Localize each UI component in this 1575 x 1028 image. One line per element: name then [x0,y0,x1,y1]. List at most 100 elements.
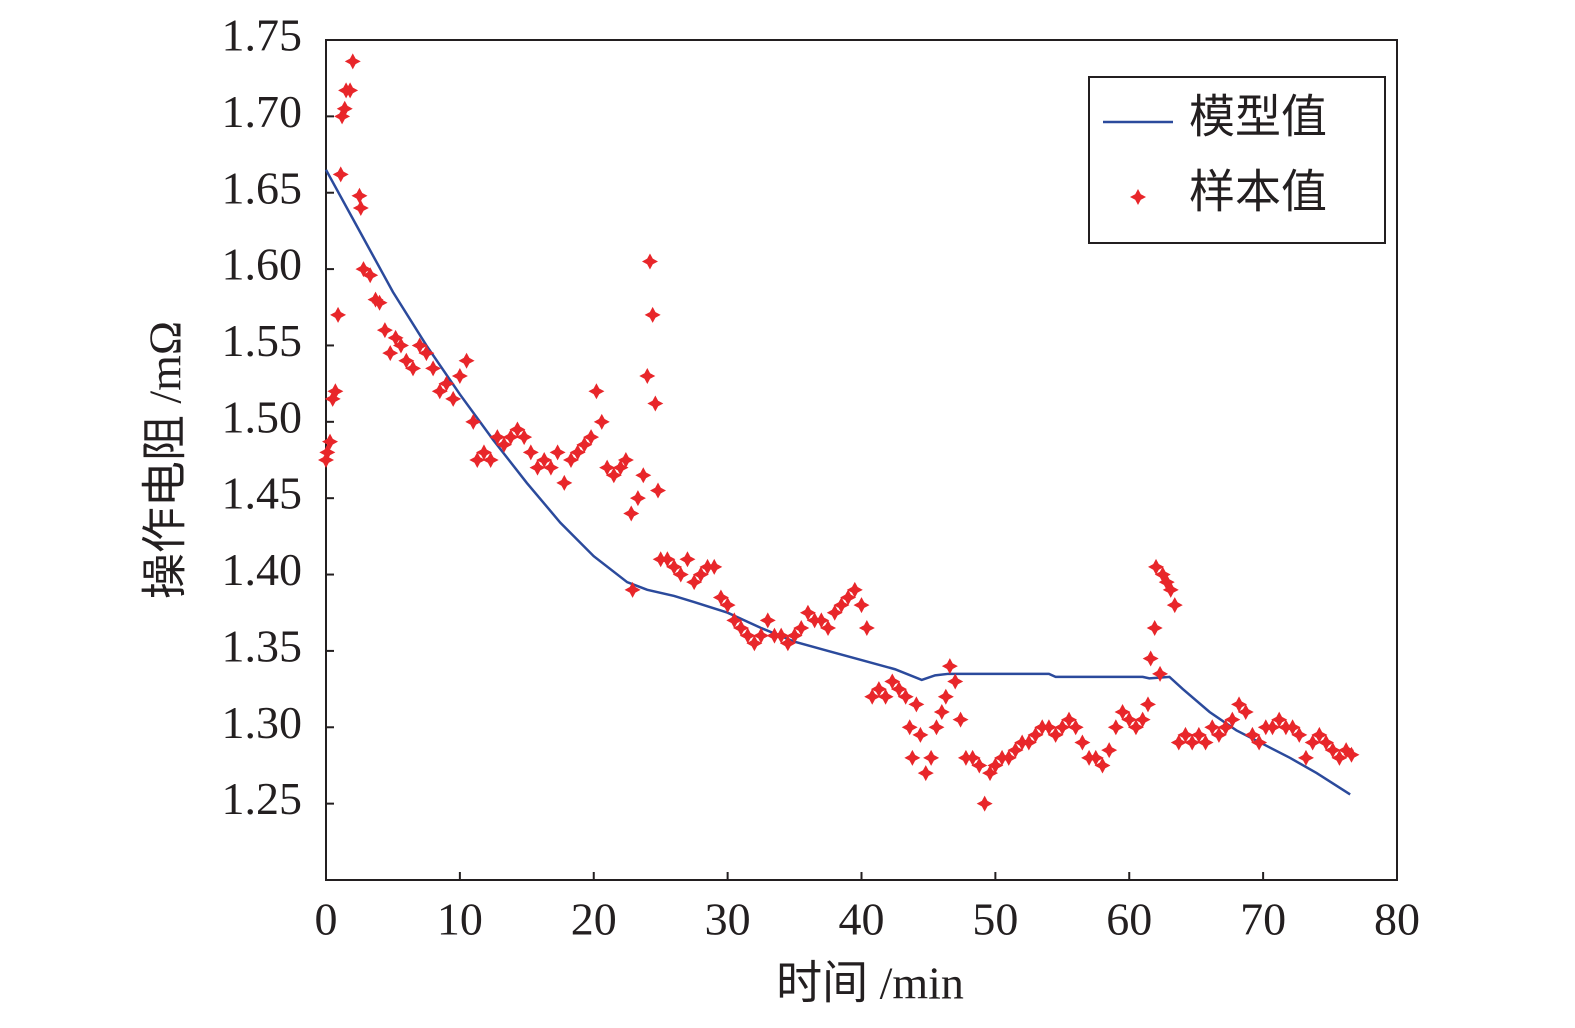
sample-point [617,452,634,468]
sample-point [1142,650,1159,667]
sample-point [376,322,393,339]
sample-point [706,558,723,575]
sample-point [583,429,600,446]
sample-point [382,345,399,362]
sample-point [901,719,918,736]
sample-point [644,306,661,323]
sample-point [522,444,539,461]
sample-point [465,413,482,430]
legend-label: 样本值 [1189,167,1327,218]
sample-point [1224,711,1241,728]
sample-point [1264,719,1281,736]
sample-point [650,482,667,499]
sample-point [496,436,513,453]
sample-point [355,261,372,278]
sample-point [1331,749,1348,766]
sample-point [327,383,344,400]
sample-point [840,589,857,606]
sample-point [502,429,519,446]
sample-point [623,505,640,522]
x-tick-label: 20 [571,894,617,945]
y-tick-label: 1.65 [222,162,303,213]
sample-point [1152,665,1169,682]
sample-point [387,329,404,346]
sample-point [1284,719,1301,736]
sample-point [947,673,964,690]
sample-point [937,688,954,705]
sample-point [1158,574,1175,591]
sample-point [641,253,658,270]
sample-point [1177,726,1194,743]
legend-label: 模型值 [1189,92,1327,143]
sample-point [692,566,709,583]
sample-point [1094,757,1111,774]
sample-point [324,390,341,407]
sample-point [1040,719,1057,736]
sample-point [367,291,384,308]
sample-point [1204,719,1221,736]
sample-point [542,459,559,476]
y-tick-label: 1.25 [222,773,303,824]
sample-point [635,467,652,484]
sample-point [908,696,925,713]
sample-point [853,597,870,614]
sample-point [599,459,616,476]
legend-box [1088,76,1386,244]
sample-point [1311,726,1328,743]
sample-point [833,597,850,614]
sample-point [897,688,914,705]
sample-point [1324,742,1341,759]
sample-point [1244,726,1261,743]
sample-point [1197,734,1214,751]
sample-point [334,108,351,125]
sample-point [933,704,950,720]
sample-point [451,368,468,384]
sample-point [1000,749,1017,766]
sample-point [344,53,361,70]
sample-point [639,368,656,384]
sample-point [672,566,689,583]
sample-point [890,681,907,698]
sample-point [371,294,388,311]
sample-point [753,627,770,644]
sample-point [1020,734,1037,751]
sample-point [820,620,837,636]
sample-point [536,452,553,468]
y-tick-label: 1.45 [222,468,303,519]
sample-point [917,765,934,782]
sample-point [679,551,696,568]
sample-point [793,620,810,636]
sample-point [398,352,415,369]
sample-point [1074,734,1091,751]
sample-point [411,337,428,354]
x-tick-label: 80 [1374,894,1420,945]
sample-point [445,390,462,407]
sample-point [799,604,816,621]
sample-point [1231,696,1248,713]
sample-point [686,574,703,591]
sample-point [458,352,475,369]
x-tick-label: 0 [315,894,338,945]
x-tick-label: 60 [1106,894,1152,945]
sample-point [1184,734,1201,751]
sample-point [1291,726,1308,743]
sample-point [1343,746,1360,763]
y-tick-label: 1.30 [222,697,303,748]
y-tick-label: 1.35 [222,620,303,671]
sample-point [605,467,622,484]
sample-point [1121,711,1138,728]
y-tick-label: 1.70 [222,86,303,137]
sample-point [976,795,993,812]
sample-point [1304,734,1321,751]
sample-point [726,612,743,629]
sample-point [1101,742,1118,759]
sample-point [336,100,353,117]
sample-point [928,719,945,736]
sample-point [431,383,448,400]
sample-point [1148,558,1165,575]
sample-point [786,627,803,644]
sample-point [987,757,1004,774]
y-tick-label: 1.40 [222,544,303,595]
sample-point [813,612,830,629]
